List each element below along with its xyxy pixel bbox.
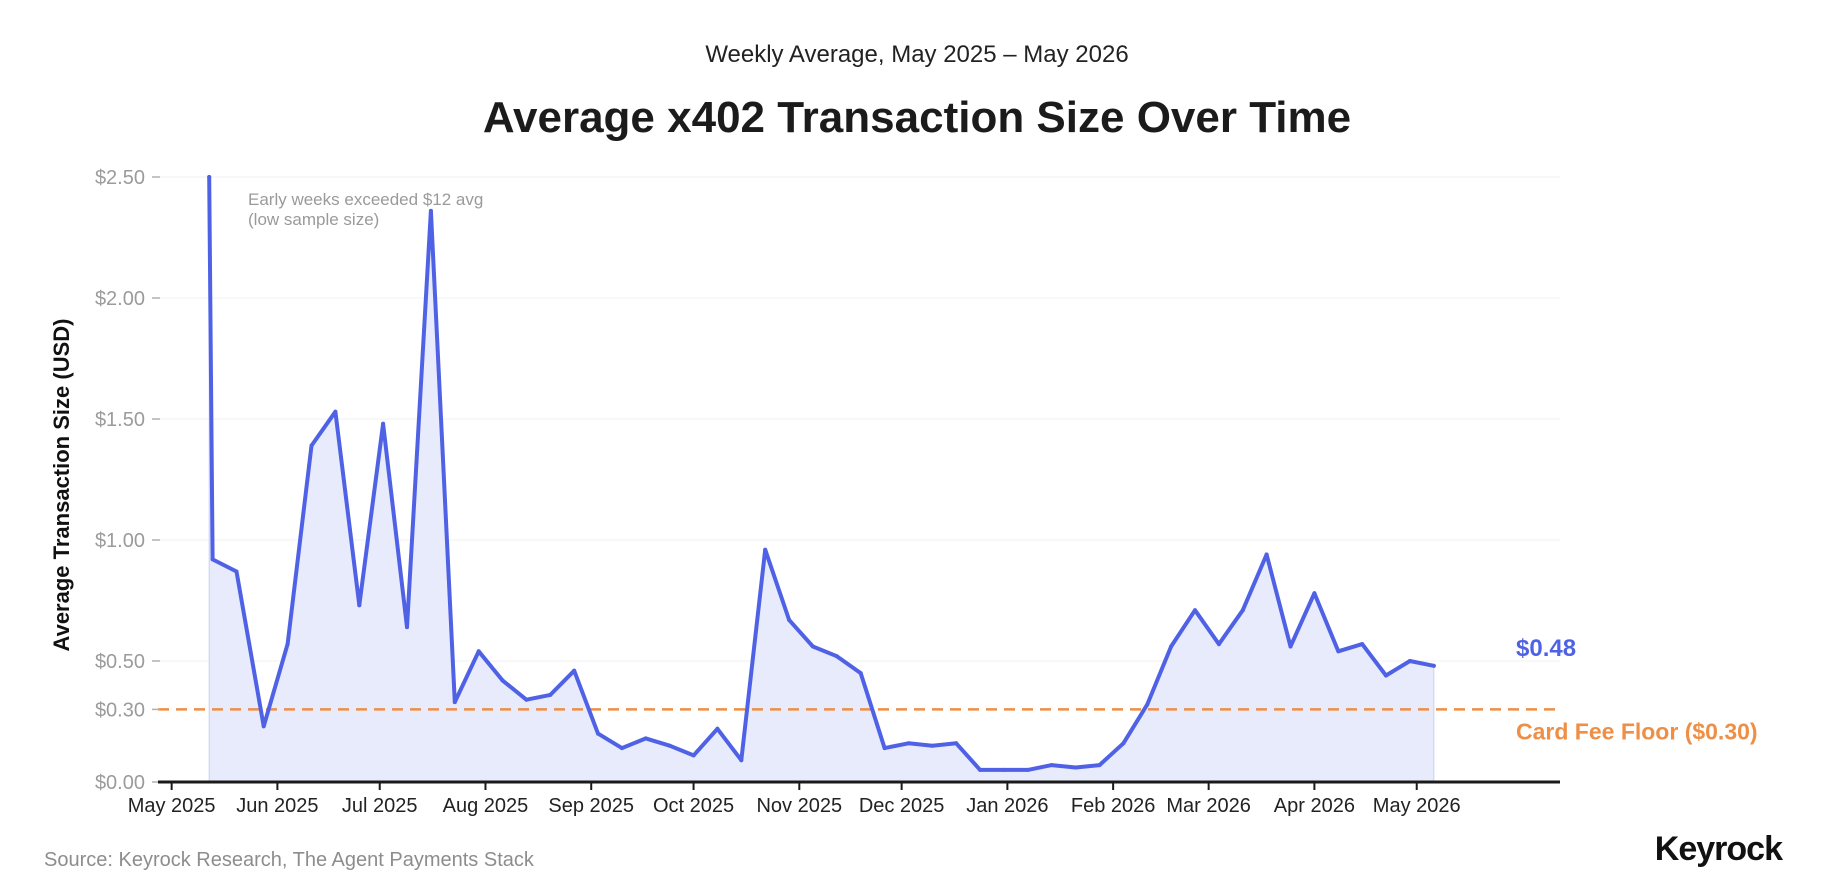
chart-labels: Card Fee Floor ($0.30) $0.48 Early weeks e… [248, 190, 1758, 744]
data-point [1121, 741, 1126, 746]
data-point [333, 409, 338, 414]
data-point [476, 649, 481, 654]
x-tick-label: Feb 2026 [1071, 795, 1156, 817]
data-point [1312, 591, 1317, 596]
data-point [691, 753, 696, 758]
x-tick-label: Dec 2025 [859, 795, 945, 817]
y-tick-label: $0.50 [95, 651, 145, 673]
data-point [906, 741, 911, 746]
y-tick-label: $2.00 [95, 288, 145, 310]
data-point [715, 726, 720, 731]
early-weeks-annotation: (low sample size) [248, 210, 379, 229]
x-tick-label: Aug 2025 [443, 795, 529, 817]
data-point [810, 644, 815, 649]
y-axis: $0.00 $0.30 $0.50 $1.00 $1.50 $2.00 $2.50 [95, 167, 160, 794]
card-fee-floor-label: Card Fee Floor ($0.30) [1516, 718, 1758, 744]
data-point [285, 642, 290, 647]
data-point [381, 421, 386, 426]
data-point [234, 569, 239, 574]
chart-subtitle: Weekly Average, May 2025 – May 2026 [705, 41, 1129, 68]
data-point [1336, 649, 1341, 654]
data-point [1193, 608, 1197, 613]
data-area-group [208, 176, 1435, 783]
data-point [1264, 552, 1269, 557]
data-point [763, 547, 768, 552]
x-tick-label: May 2026 [1373, 795, 1461, 817]
data-point [357, 603, 362, 608]
data-point [954, 741, 959, 746]
data-point [619, 746, 624, 751]
x-tick-label: Jan 2026 [966, 795, 1048, 817]
data-point [1288, 644, 1293, 649]
early-weeks-annotation: Early weeks exceeded $12 avg [248, 190, 483, 209]
x-tick-label: Oct 2025 [653, 795, 734, 817]
x-tick-label: May 2025 [128, 795, 216, 817]
x-tick-label: Jul 2025 [342, 795, 418, 817]
data-point [1097, 763, 1102, 768]
data-point [930, 743, 935, 748]
end-value-label: $0.48 [1516, 635, 1576, 662]
data-point [1360, 642, 1365, 647]
y-tick-label: $2.50 [95, 167, 145, 189]
data-point [1073, 765, 1078, 770]
x-axis: May 2025 Jun 2025 Jul 2025 Aug 2025 Sep 2025… [128, 780, 1560, 817]
data-point [500, 678, 505, 683]
data-point [572, 668, 577, 673]
data-point [1025, 767, 1030, 772]
data-point [1002, 767, 1006, 772]
data-line-group [207, 175, 1436, 772]
y-tick-label: $0.30 [95, 699, 145, 721]
brand-logo: Keyrock [1654, 830, 1783, 868]
data-point [1384, 673, 1388, 678]
data-point [428, 208, 433, 213]
x-tick-label: Mar 2026 [1166, 795, 1251, 817]
data-point [667, 743, 672, 748]
data-point [1216, 642, 1221, 647]
data-point [210, 557, 215, 562]
x-tick-label: Nov 2025 [756, 795, 842, 817]
data-point [834, 654, 839, 659]
data-point [405, 625, 409, 630]
data-point [1145, 702, 1150, 707]
data-point [309, 443, 314, 448]
chart-title: Average x402 Transaction Size Over Time [482, 93, 1352, 142]
x-tick-label: Sep 2025 [548, 795, 634, 817]
data-point [207, 175, 212, 179]
data-point [1431, 663, 1436, 668]
data-point [452, 700, 457, 705]
series-area [208, 176, 1435, 783]
source-note: Source: Keyrock Research, The Agent Paym… [44, 849, 534, 871]
data-point [1049, 763, 1054, 768]
data-point [524, 697, 529, 702]
data-point [882, 746, 887, 751]
data-point [1240, 608, 1245, 613]
data-point [978, 767, 983, 772]
data-point [739, 758, 744, 763]
x-tick-label: Jun 2025 [236, 795, 318, 817]
data-point [1169, 644, 1174, 649]
data-point [1407, 659, 1412, 663]
x-tick-label: Apr 2026 [1274, 795, 1355, 817]
data-point [596, 731, 600, 736]
y-tick-label: $1.00 [95, 530, 145, 552]
y-tick-label: $0.00 [95, 772, 145, 794]
data-point [261, 724, 266, 729]
y-tick-label: $1.50 [95, 409, 145, 431]
data-point [858, 671, 863, 676]
data-point [787, 617, 792, 622]
data-point [548, 692, 553, 697]
data-point [643, 736, 648, 741]
